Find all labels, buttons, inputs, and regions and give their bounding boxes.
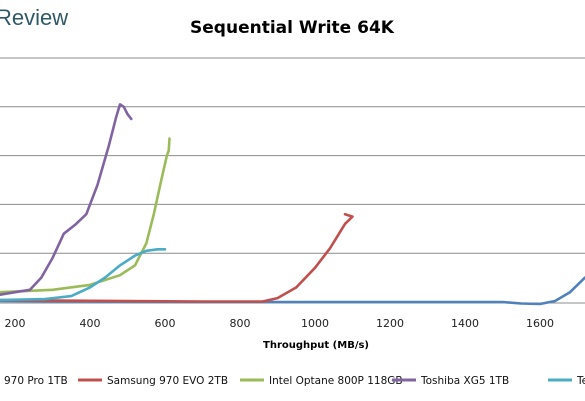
x-tick-label: 1000 (301, 317, 329, 330)
chart-title: Sequential Write 64K (190, 18, 395, 38)
x-tick-label: 800 (230, 317, 251, 330)
x-tick-label: 1600 (526, 317, 554, 330)
x-tick-label: 1200 (376, 317, 404, 330)
legend-entry: 970 Pro 1TB (4, 375, 68, 387)
series-line (0, 137, 171, 294)
x-tick-label: 1400 (451, 317, 479, 330)
legend-entry: Samsung 970 EVO 2TB (107, 375, 228, 387)
series-lines (0, 103, 585, 306)
legend-entry: Te (576, 375, 585, 387)
series-line (0, 103, 133, 296)
x-axis-label: Throughput (MB/s) (263, 340, 369, 351)
watermark: Review (0, 5, 68, 30)
series-line (0, 212, 354, 303)
legend-entry: Toshiba XG5 1TB (420, 375, 509, 387)
x-tick-labels: 200 400 600 800 1000 1200 1400 1600 (5, 317, 555, 330)
x-tick-label: 200 (5, 317, 26, 330)
legend-entry: Intel Optane 800P 118GB (269, 375, 403, 387)
gridlines (0, 57, 585, 304)
legend: 970 Pro 1TB Samsung 970 EVO 2TB Intel Opta… (4, 375, 585, 387)
series-line (0, 248, 167, 302)
x-tick-label: 400 (80, 317, 101, 330)
x-tick-label: 600 (155, 317, 176, 330)
